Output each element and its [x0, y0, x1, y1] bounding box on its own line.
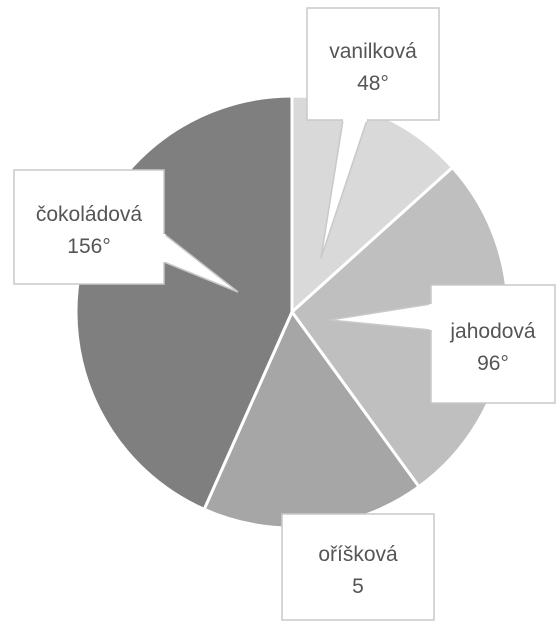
callout-box	[306, 7, 440, 121]
callout-box	[13, 169, 165, 285]
callout-category-label: oříšková	[318, 543, 398, 566]
data-label-callout-2: jahodová 96°	[329, 284, 556, 404]
callout-box	[430, 284, 556, 404]
data-label-callout-1: vanilková 48°	[306, 7, 440, 259]
data-label-callout-3: oříšková 5	[281, 513, 435, 621]
callout-box	[281, 513, 435, 621]
callout-value-label: 96°	[477, 352, 509, 375]
callout-category-label: jahodová	[449, 320, 536, 343]
callout-category-label: vanilková	[329, 40, 417, 63]
callout-value-label: 5	[352, 575, 364, 598]
pie-callouts: vanilková 48° jahodová 96° oříšková 5 čokoládo…	[13, 7, 556, 621]
callout-category-label: čokoládová	[36, 203, 143, 226]
data-label-callout-4: čokoládová 156°	[13, 169, 239, 293]
callout-value-label: 156°	[67, 235, 110, 258]
callout-value-label: 48°	[357, 72, 389, 95]
